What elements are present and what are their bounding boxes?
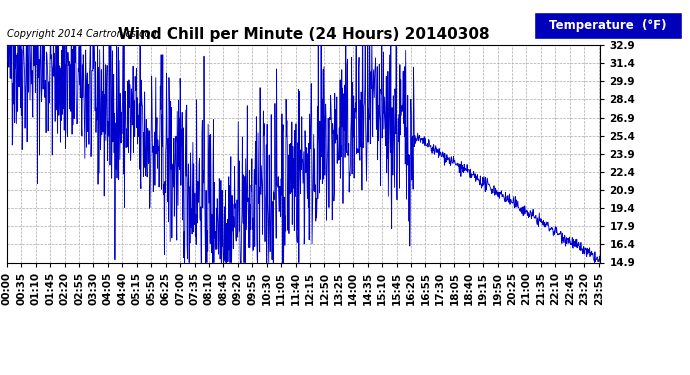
- Text: Copyright 2014 Cartronics.com: Copyright 2014 Cartronics.com: [7, 29, 160, 39]
- Text: Temperature  (°F): Temperature (°F): [549, 20, 667, 32]
- Title: Wind Chill per Minute (24 Hours) 20140308: Wind Chill per Minute (24 Hours) 2014030…: [118, 27, 489, 42]
